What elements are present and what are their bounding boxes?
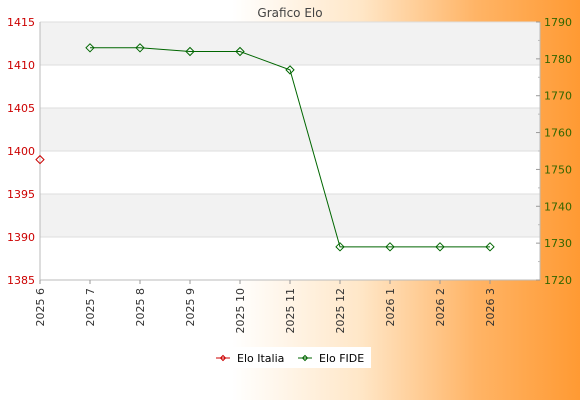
chart-title: Grafico Elo [257,6,322,20]
data-point [435,242,445,252]
data-point [285,65,295,75]
series-layer [35,43,495,252]
right-tick-label: 1740 [544,200,572,213]
x-tick-label: 2025 12 [334,288,347,334]
left-tick-label: 1395 [7,188,35,201]
plot-band [40,22,540,65]
right-tick-label: 1780 [544,53,572,66]
left-tick-label: 1390 [7,231,35,244]
left-tick-label: 1400 [7,145,35,158]
data-point [85,43,95,53]
plot-band [40,108,540,151]
left-axis-ticks: 1385 1390 1395 1400 1405 1410 1415 [7,16,35,287]
x-axis-ticks: 2025 6 2025 7 2025 8 2025 9 2025 10 2025 11 20… [34,280,497,334]
x-tick-label: 2026 1 [384,288,397,327]
x-tick-label: 2026 3 [484,288,497,327]
x-tick-label: 2025 8 [134,288,147,327]
x-tick-label: 2025 6 [34,288,47,327]
left-tick-label: 1415 [7,16,35,29]
x-tick-label: 2025 7 [84,288,97,327]
data-point [335,242,345,252]
data-point [235,46,245,57]
right-axis-ticks: 1720 1730 1740 1750 1760 1770 1780 1790 [536,16,572,287]
data-point [485,242,495,252]
series-line [90,47,490,248]
legend-label: Elo FIDE [319,352,364,365]
data-point [35,154,45,165]
right-tick-label: 1790 [544,16,572,29]
legend-box [210,347,371,368]
left-tick-label: 1405 [7,102,35,115]
plot-band [40,194,540,237]
x-tick-label: 2026 2 [434,288,447,327]
legend-marker [301,354,309,362]
legend: Elo Italia Elo FIDE [210,347,371,368]
right-tick-label: 1730 [544,237,572,250]
legend-label: Elo Italia [237,352,284,365]
right-tick-label: 1770 [544,90,572,103]
right-tick-label: 1760 [544,127,572,140]
data-point [135,43,145,53]
left-tick-label: 1385 [7,274,35,287]
right-tick-label: 1720 [544,274,572,287]
right-tick-label: 1750 [544,163,572,176]
left-tick-label: 1410 [7,59,35,72]
data-point [185,46,195,57]
x-tick-label: 2025 9 [184,288,197,327]
x-tick-label: 2025 10 [234,288,247,334]
legend-marker [219,354,227,362]
data-point [385,242,395,252]
x-tick-label: 2025 11 [284,288,297,334]
